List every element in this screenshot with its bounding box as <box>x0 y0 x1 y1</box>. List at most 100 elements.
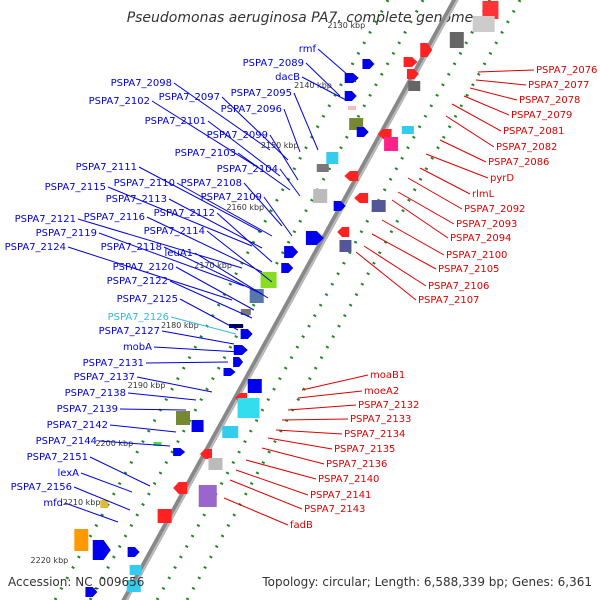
gene-label: rmf <box>299 44 317 55</box>
gene-block <box>176 411 191 425</box>
gene-label: PSPA7_2100 <box>446 250 507 261</box>
gene-label: PSPA7_2086 <box>488 157 549 168</box>
leader-line <box>145 361 229 364</box>
gene-label: PSPA7_2126 <box>108 312 169 323</box>
gene-block <box>472 16 495 32</box>
gene-block <box>208 458 223 470</box>
gene-arrow-forward <box>233 345 248 355</box>
gene-block <box>339 240 352 252</box>
leader-line <box>194 252 269 299</box>
gene-label: rlmL <box>472 189 495 200</box>
gene-label: mfd <box>43 498 63 509</box>
leader-line <box>269 134 299 181</box>
gene-arrow-forward <box>356 127 369 137</box>
gene-label: PSPA7_2121 <box>15 214 76 225</box>
genome-backbone-highlight <box>125 0 459 600</box>
gene-label: PSPA7_2098 <box>111 78 172 89</box>
gene-block <box>384 137 399 151</box>
gene-arrow-reverse <box>337 227 350 237</box>
leader-line <box>206 230 273 283</box>
leader-line <box>419 167 471 195</box>
leader-line <box>397 191 455 225</box>
gene-block <box>191 420 204 432</box>
gene-label: PSPA7_2113 <box>106 194 167 205</box>
accession-text: Accession: NC_009656 <box>8 575 144 589</box>
gene-label: fadB <box>290 520 313 531</box>
gene-block <box>74 529 89 551</box>
gene-label: PSPA7_2103 <box>175 148 236 159</box>
gene-label: PSPA7_2095 <box>231 88 292 99</box>
leader-line <box>407 177 463 210</box>
leader-line <box>355 251 417 301</box>
gene-label: PSPA7_2081 <box>503 126 564 137</box>
leader-line <box>235 469 309 496</box>
leader-line <box>98 232 245 287</box>
gene-label: PSPA7_2142 <box>47 420 108 431</box>
scale-label: 2220 kbp <box>31 556 69 565</box>
gene-label: PSPA7_2112 <box>154 208 215 219</box>
circular-map-ring: 2130 kbp 2140 kbp 2150 kbp 2160 kbp 2170 kbp… <box>31 0 522 600</box>
leader-line <box>363 245 427 287</box>
gene-label: PSPA7_2124 <box>5 242 66 253</box>
gene-arrow-forward <box>281 263 294 273</box>
gene-label: PSPA7_2143 <box>304 504 365 515</box>
gene-block <box>348 106 357 110</box>
leader-line <box>301 374 369 391</box>
gene-block <box>482 1 499 19</box>
gene-arrow-forward <box>240 329 253 339</box>
gene-arrow-forward <box>420 43 433 57</box>
scale-label: 2210 kbp <box>63 498 101 507</box>
gene-arrow-forward <box>127 547 140 557</box>
leader-line <box>175 266 255 311</box>
gene-label: PSPA7_2118 <box>101 242 162 253</box>
gene-block <box>316 164 329 172</box>
gene-block <box>129 565 142 575</box>
gene-label: PSPA7_2140 <box>318 474 379 485</box>
gene-label: PSPA7_2114 <box>144 226 205 237</box>
gene-arrow-reverse <box>173 482 188 494</box>
leader-line <box>287 404 357 411</box>
scale-label: 2190 kbp <box>128 381 166 390</box>
gene-block <box>371 200 386 212</box>
leader-line <box>176 182 273 237</box>
gene-block <box>326 152 339 164</box>
gene-block <box>198 485 217 507</box>
gene-label: PSPA7_2136 <box>326 459 387 470</box>
leader-line <box>425 153 489 179</box>
gene-arrow-forward <box>173 448 186 456</box>
leader-line <box>73 486 131 511</box>
leader-line <box>89 456 151 487</box>
gene-label: PSPA7_2082 <box>496 142 557 153</box>
gene-label: PSPA7_2137 <box>74 372 135 383</box>
gene-label: lexA <box>57 468 79 479</box>
gene-label: PSPA7_2119 <box>36 228 97 239</box>
gene-arrow-forward <box>305 231 324 245</box>
leader-line <box>223 497 289 526</box>
gene-label: PSPA7_2107 <box>418 295 479 306</box>
scale-label: 2170 kbp <box>194 261 232 270</box>
gene-arrow-reverse <box>344 171 359 181</box>
gene-arrow-forward <box>333 201 346 211</box>
leader-line <box>263 196 293 237</box>
gene-block <box>153 442 162 446</box>
gene-block <box>408 81 421 91</box>
gene-label: PSPA7_2138 <box>65 388 126 399</box>
gene-label: PSPA7_2134 <box>344 429 405 440</box>
gene-label: PSPA7_2133 <box>350 414 411 425</box>
gene-arrow-forward <box>284 246 299 258</box>
label-leader-lines <box>64 48 535 526</box>
leader-line <box>275 429 343 435</box>
gene-block <box>247 379 262 393</box>
gene-arrow-forward <box>233 357 244 367</box>
leader-line <box>207 120 281 177</box>
leader-line <box>146 216 263 273</box>
gene-block <box>126 580 141 592</box>
gene-label: PSPA7_2076 <box>536 65 597 76</box>
leader-line <box>301 76 347 101</box>
leader-line <box>261 447 325 465</box>
gene-label: PSPA7_2139 <box>57 404 118 415</box>
leader-line <box>221 96 289 161</box>
gene-label: PSPA7_2105 <box>438 264 499 275</box>
gene-label: PSPA7_2135 <box>334 444 395 455</box>
leader-line <box>267 437 333 450</box>
